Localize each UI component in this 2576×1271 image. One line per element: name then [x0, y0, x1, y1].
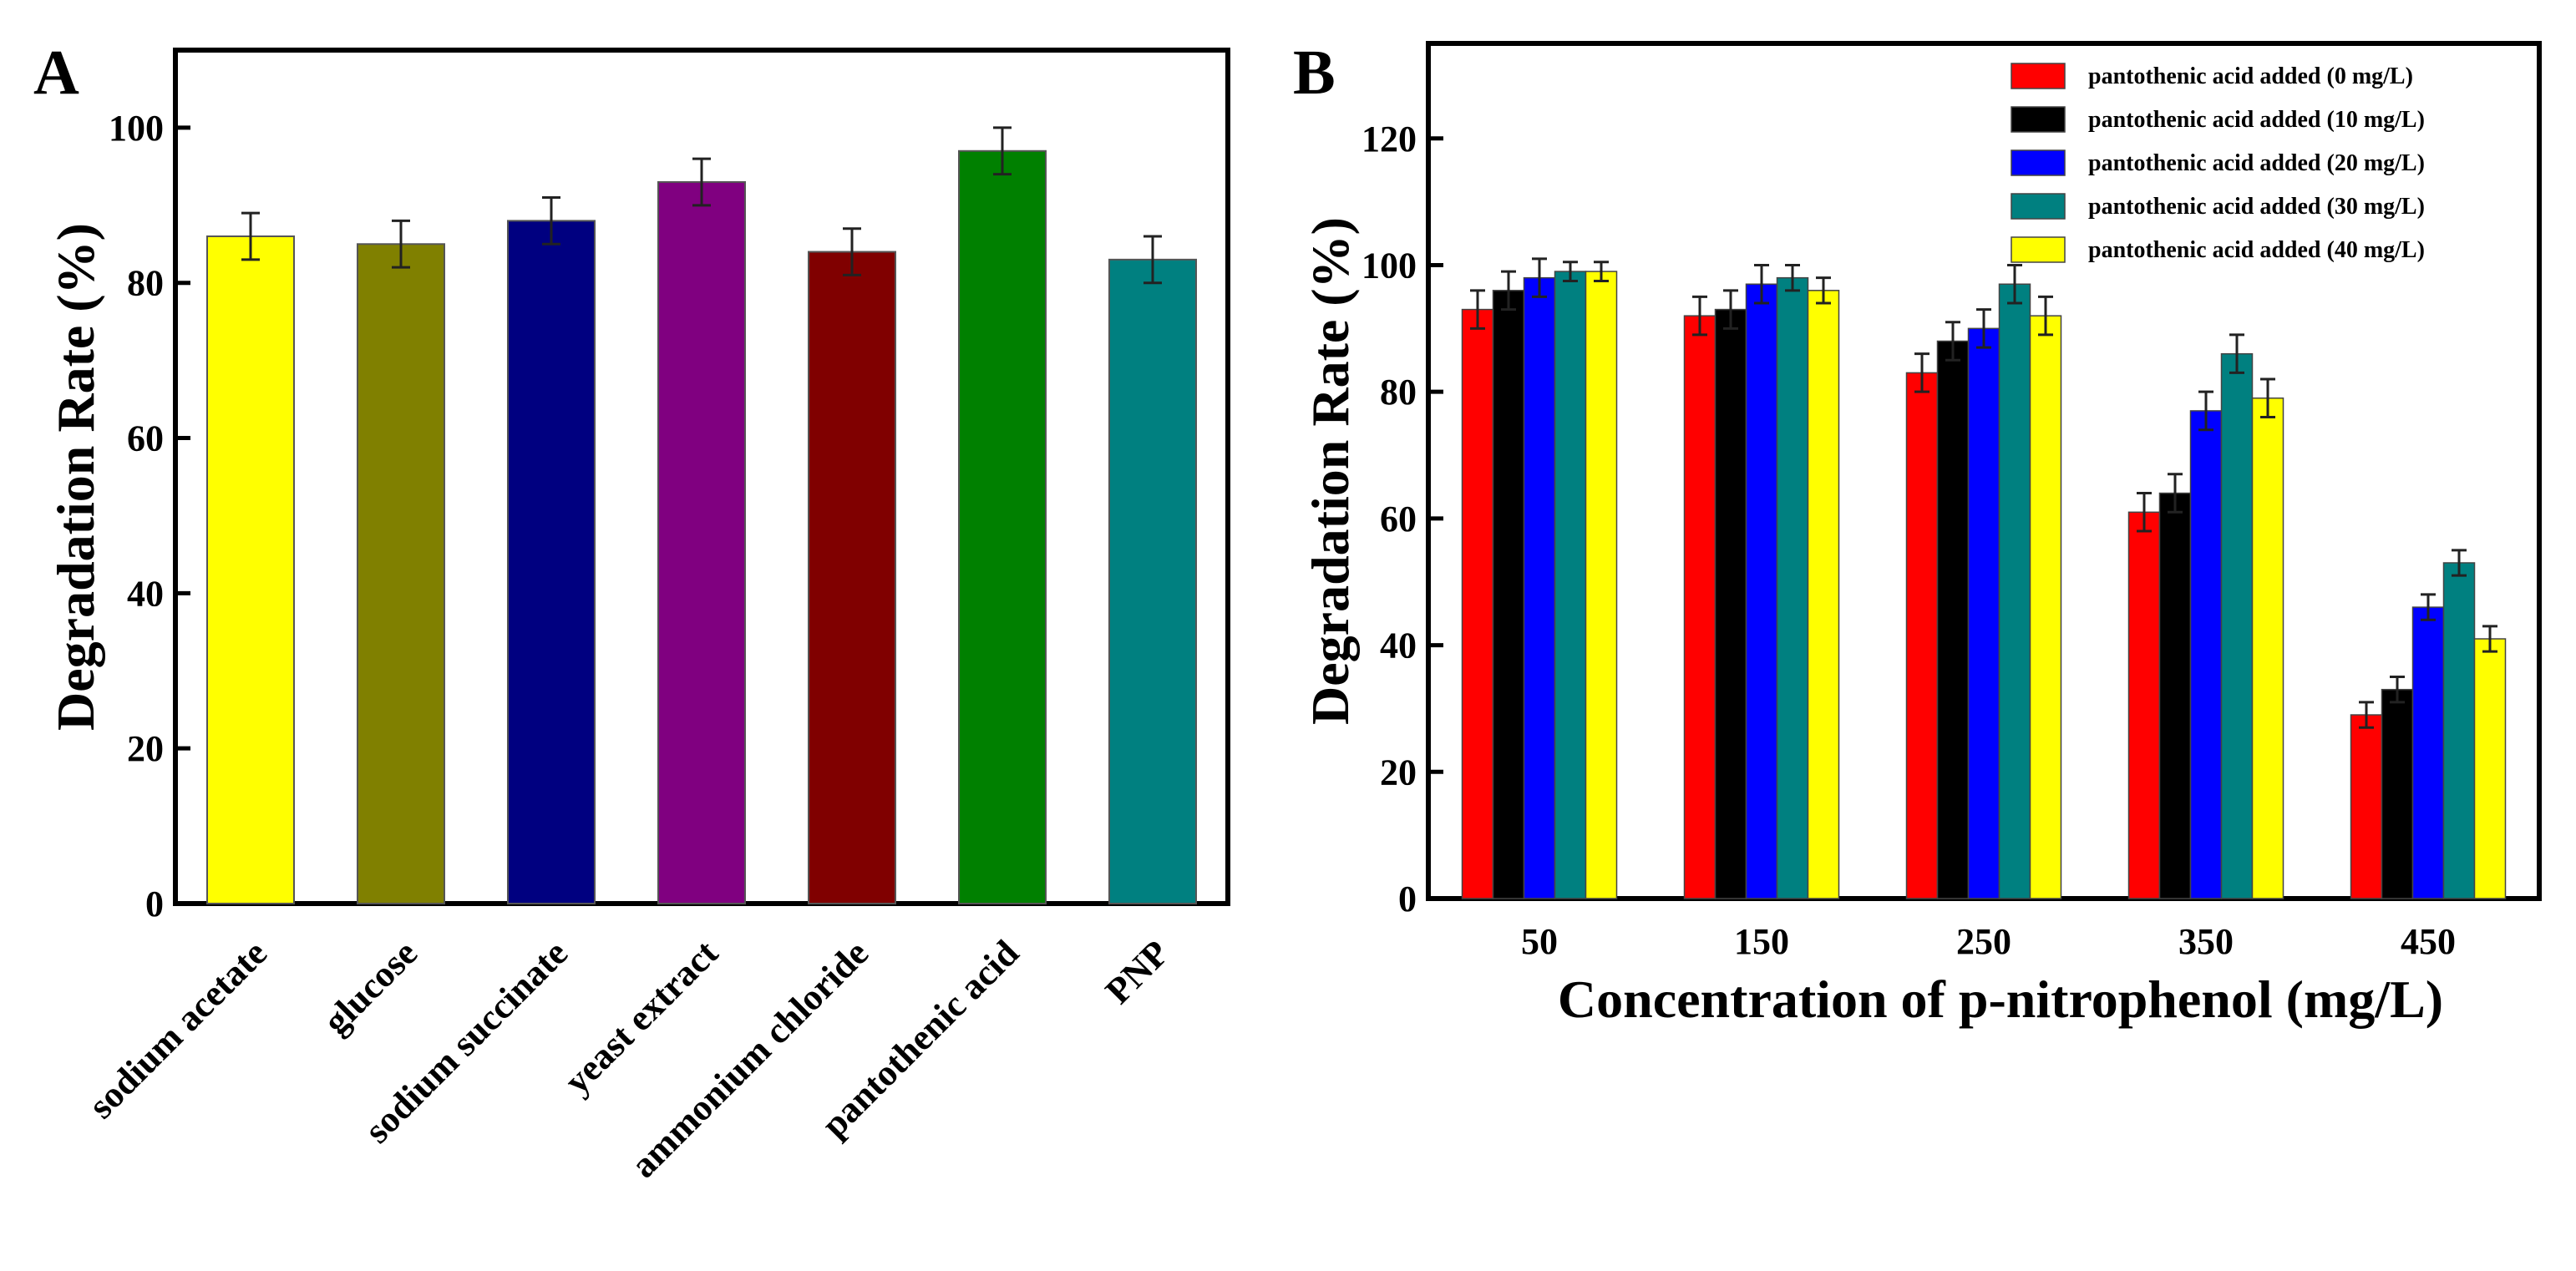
panel-a-y-tick-label: 100 [109, 108, 164, 149]
panel-b-legend-label: pantothenic acid added (20 mg/L) [2088, 150, 2425, 176]
panel-b-bar [1461, 308, 1494, 899]
panel-b-bar [1905, 372, 1939, 899]
panel-a-x-tick-label: glucose [316, 932, 425, 1041]
panel-b-axes: 0 20 40 60 80 100 120 50 150 250 350 450 [1362, 41, 2542, 962]
panel-a-bar [958, 149, 1047, 905]
panel-b-bar [1967, 327, 2000, 899]
panel-b-legend-swatch [2011, 106, 2066, 133]
panel-b-y-tick-label: 80 [1380, 372, 1417, 413]
panel-b-bar [1585, 271, 1618, 899]
panel-b-legend-label: pantothenic acid added (10 mg/L) [2088, 107, 2425, 133]
panel-b-y-tick-label: 40 [1380, 625, 1417, 666]
panel-a-y-tick-label: 20 [127, 728, 164, 769]
panel-a-y-tick-label: 40 [127, 573, 164, 614]
panel-b-bar [1683, 315, 1716, 899]
panel-a-bar [1108, 258, 1197, 904]
panel-a-bar [657, 180, 746, 905]
panel-b-legend-swatch [2011, 193, 2066, 220]
panel-b-x-tick-label: 350 [2178, 921, 2234, 962]
panel-a-bar [808, 251, 896, 904]
panel-b-bar [1554, 271, 1587, 899]
panel-b-bar [2350, 714, 2383, 899]
panel-b-y-tick-label: 120 [1362, 119, 1417, 160]
panel-b-legend-label: pantothenic acid added (0 mg/L) [2088, 63, 2413, 89]
panel-b-bar [2220, 352, 2254, 899]
panel-b-legend: pantothenic acid added (0 mg/L) pantothen… [2011, 63, 2425, 263]
panel-a-bar [206, 235, 295, 904]
panel-b-x-axis-label: Concentration of p-nitrophenol (mg/L) [1558, 970, 2443, 1029]
panel-a-x-tick-label: PNP [1098, 932, 1177, 1011]
panel-a: A Degradation Rate (%) 0 20 40 60 80 100 sodi… [33, 38, 1230, 1186]
panel-b: B Degradation Rate (%) Concentration of … [1293, 38, 2542, 1029]
panel-b-legend-swatch [2011, 149, 2066, 176]
panel-b-bar [1745, 283, 1778, 899]
panel-a-bar [507, 220, 596, 904]
panel-b-legend-swatch [2011, 63, 2066, 89]
panel-b-bar [2158, 492, 2192, 899]
panel-b-bar [1807, 290, 1840, 899]
panel-b-y-tick-label: 0 [1398, 879, 1417, 919]
panel-b-bar [2473, 638, 2507, 899]
panel-b-y-tick-label: 20 [1380, 752, 1417, 792]
panel-b-bar [2189, 410, 2223, 899]
panel-b-bar [1714, 308, 1747, 899]
panel-b-legend-swatch [2011, 236, 2066, 263]
panel-a-letter: A [33, 38, 79, 108]
panel-a-x-tick-label: sodium acetate [81, 932, 276, 1127]
panel-a-y-tick-label: 80 [127, 263, 164, 304]
panel-b-bar [2251, 398, 2284, 899]
panel-a-y-axis-label: Degradation Rate (%) [46, 223, 105, 731]
panel-b-x-tick-label: 450 [2401, 921, 2456, 962]
panel-b-y-tick-label: 60 [1380, 499, 1417, 539]
panel-b-bar [1523, 276, 1556, 899]
panel-b-letter: B [1293, 38, 1336, 108]
panel-b-x-tick-label: 50 [1521, 921, 1558, 962]
panel-b-bar [1776, 276, 1809, 899]
panel-b-y-axis-label: Degradation Rate (%) [1301, 217, 1360, 725]
panel-b-bars [1461, 257, 2507, 899]
panel-b-legend-label: pantothenic acid added (30 mg/L) [2088, 194, 2425, 220]
panel-b-x-tick-label: 250 [1956, 921, 2011, 962]
panel-b-bar [2029, 315, 2062, 899]
panel-b-x-tick-label: 150 [1734, 921, 1789, 962]
panel-b-bar [2442, 562, 2476, 899]
panel-b-bar [1492, 290, 1525, 899]
panel-b-y-tick-label: 100 [1362, 245, 1417, 286]
panel-a-y-tick-label: 60 [127, 418, 164, 459]
panel-b-bar [1998, 283, 2031, 899]
panel-a-y-tick-label: 0 [145, 884, 164, 924]
panel-b-bar [1936, 340, 1970, 899]
panel-a-bar [357, 243, 445, 905]
panel-b-bar [2411, 606, 2445, 899]
panel-b-legend-label: pantothenic acid added (40 mg/L) [2088, 237, 2425, 263]
panel-b-bar [2381, 688, 2414, 899]
panel-b-bar [2127, 511, 2161, 899]
panel-a-x-tick-label: yeast extract [556, 932, 726, 1101]
